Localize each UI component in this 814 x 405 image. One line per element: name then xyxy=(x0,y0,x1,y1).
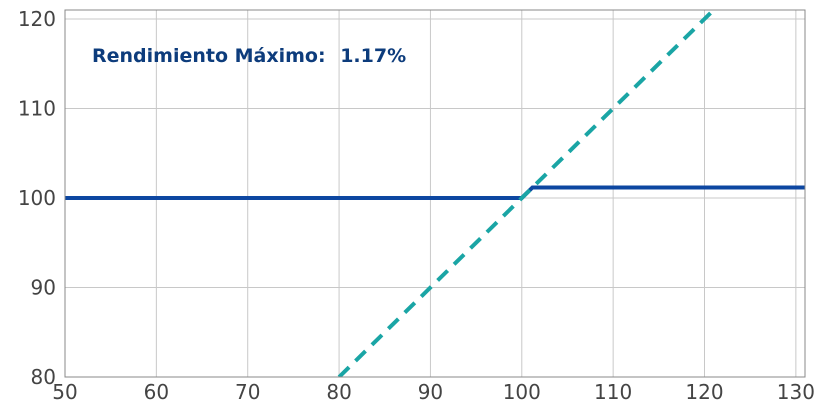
tick-labels: 50 60 70 80 90 100 110 120 130 80 90 100 110 120 xyxy=(18,7,814,404)
x-tick-label: 80 xyxy=(326,380,351,404)
max-return-label: Rendimiento Máximo: xyxy=(92,45,326,67)
x-tick-label: 130 xyxy=(777,380,814,404)
y-tick-label: 90 xyxy=(31,275,56,299)
max-return-value: 1.17% xyxy=(340,45,406,67)
x-tick-label: 110 xyxy=(594,380,632,404)
y-tick-label: 100 xyxy=(18,186,56,210)
x-tick-label: 90 xyxy=(418,380,443,404)
x-tick-label: 70 xyxy=(235,380,260,404)
product-series-line xyxy=(65,185,805,200)
plot-frame xyxy=(64,9,806,378)
y-tick-label: 120 xyxy=(18,7,56,31)
y-tick-label: 110 xyxy=(18,96,56,120)
x-tick-label: 120 xyxy=(685,380,723,404)
series-lines xyxy=(65,8,805,377)
x-tick-label: 50 xyxy=(52,380,77,404)
y-tick-label: 80 xyxy=(31,365,56,389)
x-tick-label: 100 xyxy=(503,380,541,404)
max-return-annotation: Rendimiento Máximo: 1.17% xyxy=(92,45,406,67)
underlying-series-line xyxy=(337,8,716,377)
x-tick-label: 60 xyxy=(144,380,169,404)
